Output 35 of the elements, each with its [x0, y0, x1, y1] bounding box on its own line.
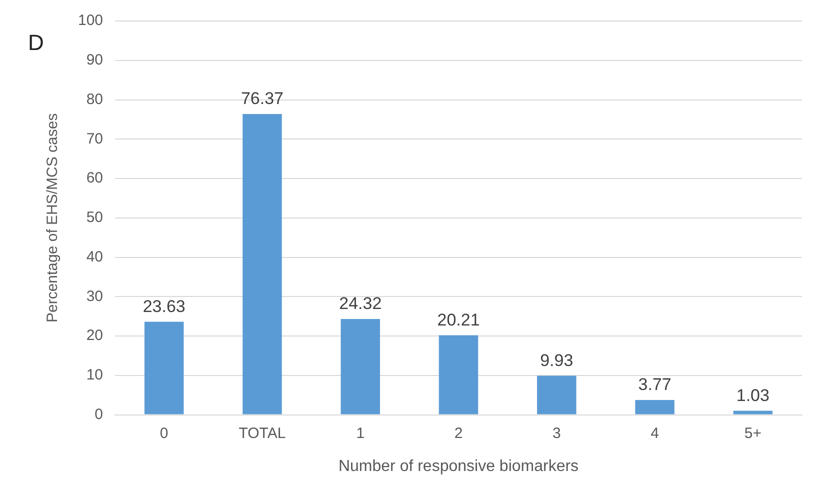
- bar: [438, 335, 478, 414]
- data-label: 23.63: [142, 296, 186, 316]
- y-tick-label: 50: [86, 209, 104, 226]
- x-tick-label: 3: [552, 424, 561, 442]
- data-label: 20.21: [437, 310, 480, 330]
- y-tick-label: 70: [86, 130, 104, 148]
- x-tick-label: TOTAL: [238, 424, 286, 442]
- bar: [635, 400, 674, 414]
- data-label: 24.32: [339, 294, 382, 314]
- y-tick-label: 60: [86, 170, 104, 187]
- y-tick-label: 30: [86, 288, 104, 305]
- y-tick-label: 40: [86, 248, 104, 266]
- y-tick-label: 10: [86, 366, 104, 384]
- bar: [340, 319, 380, 414]
- x-tick-label: 0: [160, 424, 168, 442]
- data-label: 76.37: [240, 89, 284, 108]
- x-axis-title: Number of responsive biomarkers: [338, 458, 579, 475]
- data-label: 1.03: [736, 386, 770, 405]
- x-tick-label: 4: [650, 424, 659, 442]
- y-tick-label: 90: [86, 52, 104, 69]
- bar: [733, 410, 773, 414]
- y-tick-label: 80: [86, 90, 104, 108]
- y-tick-label: 0: [94, 406, 104, 423]
- y-tick-label: 100: [78, 12, 104, 30]
- bar: [144, 322, 184, 414]
- data-label: 3.77: [638, 375, 672, 394]
- x-tick-label: 1: [356, 424, 365, 442]
- x-tick-label: 5+: [744, 424, 762, 442]
- bar: [242, 114, 282, 414]
- bar: [537, 376, 576, 414]
- y-tick-label: 20: [86, 327, 104, 344]
- y-axis-title: Percentage of EHS/MCS cases: [44, 113, 62, 323]
- chart-title: D: [28, 30, 44, 56]
- data-label: 9.93: [540, 350, 574, 370]
- x-tick-label: 2: [454, 424, 463, 442]
